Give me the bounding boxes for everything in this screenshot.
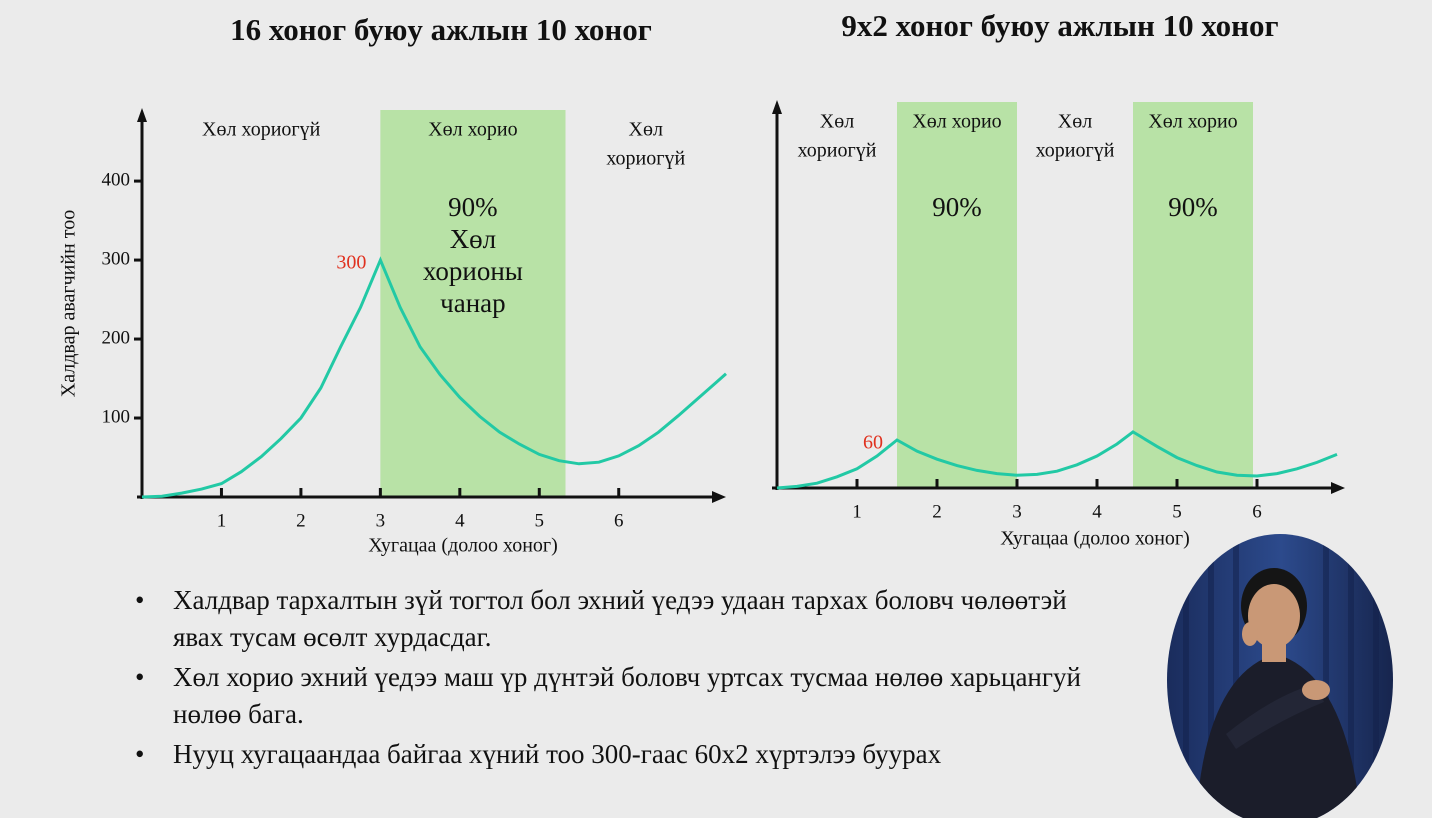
y-tick-label: 400 [102, 169, 131, 190]
x-tick-label: 5 [535, 510, 545, 531]
lockdown-band [380, 110, 566, 497]
bullet-line: нөлөө бага. [173, 699, 304, 729]
y-tick-label: 200 [102, 327, 131, 348]
chart-title: 16 хоног буюу ажлын 10 хоног [230, 12, 652, 47]
region-note: Хөл [450, 224, 496, 254]
bullet-list: Халдвар тархалтын зүй тогтол бол эхний ү… [135, 582, 1235, 776]
bullet-line: Хөл хорио эхний үедээ маш үр дүнтэй боло… [173, 662, 1081, 692]
charts: 16 хоног буюу ажлын 10 хоног Хөл хориогүй… [58, 8, 1345, 557]
x-tick-label: 1 [217, 510, 227, 531]
x-axis-arrow [712, 491, 726, 503]
region-label: Хөл хорио [1148, 111, 1237, 133]
interpreter-video [1167, 534, 1393, 818]
region-label: Хөл хорио [428, 119, 517, 141]
y-tick-label: 100 [102, 406, 131, 427]
peak-label: 60 [863, 432, 883, 454]
region-note: 90% [1168, 192, 1218, 222]
region-label: Хөл [629, 119, 663, 141]
x-tick-label: 2 [932, 501, 942, 522]
x-tick-label: 3 [1012, 501, 1022, 522]
x-tick-label: 6 [614, 510, 624, 531]
bullet-line: явах тусам өсөлт хурдасдаг. [173, 622, 492, 652]
y-axis-label: Халдвар авагчийн тоо [58, 210, 80, 398]
y-axis-arrow [772, 100, 782, 114]
region-note: 90% [448, 192, 498, 222]
y-tick-label: 300 [102, 248, 131, 269]
x-tick-label: 5 [1172, 501, 1182, 522]
region-label: Хөл [820, 111, 854, 133]
data-line [141, 256, 727, 499]
region-label: хориогүй [606, 148, 685, 170]
region-label: хориогүй [1036, 140, 1115, 162]
region-note: чанар [440, 288, 506, 318]
x-tick-label: 4 [1092, 501, 1102, 522]
interpreter [1167, 534, 1393, 818]
y-axis-arrow [137, 108, 147, 122]
bullet: Халдвар тархалтын зүй тогтол бол эхний ү… [135, 582, 1235, 656]
region-label: Хөл хорио [912, 111, 1001, 133]
region-note: хорионы [423, 256, 523, 286]
x-axis-label: Хугацаа (долоо хоног) [368, 535, 558, 557]
chart-title: 9х2 хоног буюу ажлын 10 хоног [841, 8, 1278, 43]
region-label: Хөл хориогүй [202, 119, 321, 141]
lockdown-band [897, 102, 1017, 488]
data-line [776, 430, 1338, 490]
x-tick-label: 3 [376, 510, 386, 531]
region-label: Хөл [1058, 111, 1092, 133]
bullet-line: Нууц хугацаандаа байгаа хүний тоо 300-га… [173, 739, 942, 769]
bullet-line: Халдвар тархалтын зүй тогтол бол эхний ү… [173, 585, 1067, 615]
lockdown-band [1133, 102, 1253, 488]
bullet: Хөл хорио эхний үедээ маш үр дүнтэй боло… [135, 659, 1235, 733]
x-tick-label: 4 [455, 510, 465, 531]
x-tick-label: 2 [296, 510, 306, 531]
peak-label: 300 [336, 252, 366, 274]
bullet: Нууц хугацаандаа байгаа хүний тоо 300-га… [135, 736, 1235, 773]
x-axis-label: Хугацаа (долоо хоног) [1000, 528, 1190, 550]
region-note: 90% [932, 192, 982, 222]
x-axis-arrow [1331, 482, 1345, 494]
x-tick-label: 1 [852, 501, 862, 522]
x-tick-label: 6 [1252, 501, 1262, 522]
region-label: хориогүй [798, 140, 877, 162]
